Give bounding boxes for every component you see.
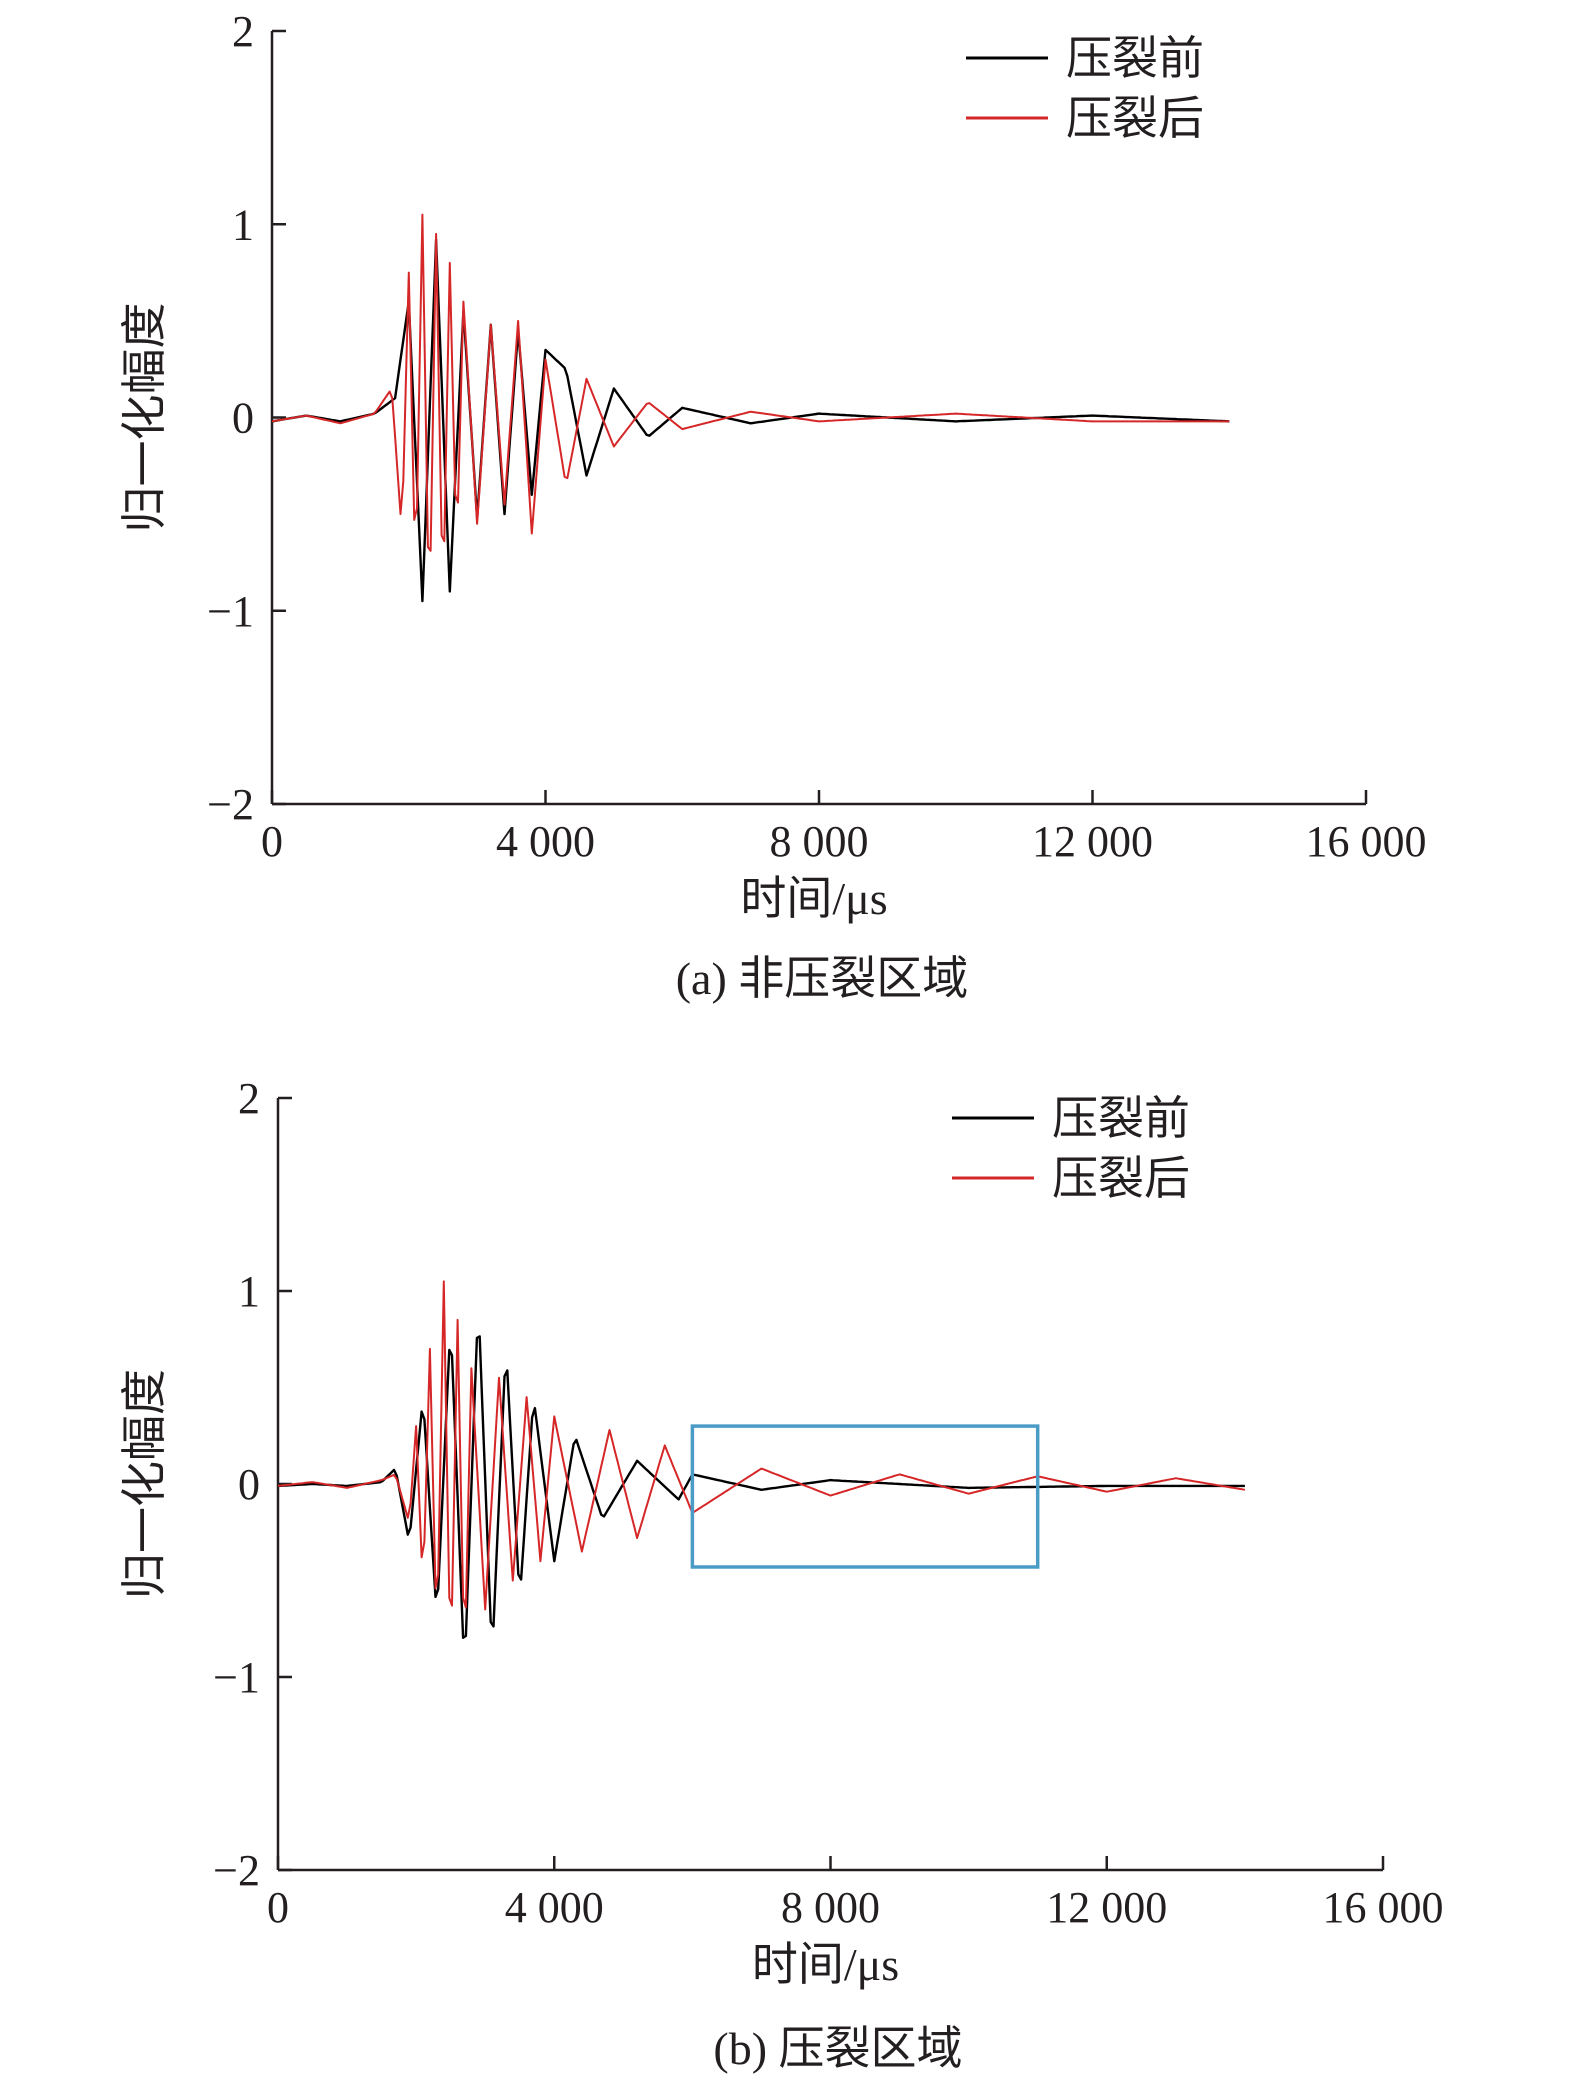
chart-b-x-tick-label: 4 000 bbox=[505, 1883, 604, 1932]
chart-a-y-tick-label: 0 bbox=[232, 394, 254, 443]
chart-b-y-tick-label: −2 bbox=[213, 1846, 260, 1895]
chart-b-x-tick-label: 8 000 bbox=[781, 1883, 880, 1932]
chart-b-y-tick-label: 0 bbox=[238, 1460, 260, 1509]
chart-b-series-line-0 bbox=[277, 1335, 1245, 1639]
chart-a-legend-label-1: 压裂后 bbox=[1066, 93, 1204, 144]
chart-b-highlight-box bbox=[690, 1424, 1040, 1569]
chart-a-y-axis-title: 归一化幅度 bbox=[119, 303, 170, 533]
chart-a: −2 −1 0 1 2 0 4 000 8 000 12 000 16 000 时间/μs 归一化幅度… bbox=[119, 7, 1427, 1004]
chart-b-legend-label-0: 压裂前 bbox=[1052, 1093, 1190, 1144]
chart-a-series-line-0 bbox=[271, 238, 1230, 603]
chart-a-legend-label-0: 压裂前 bbox=[1066, 33, 1204, 84]
chart-a-x-tick-label: 16 000 bbox=[1306, 817, 1427, 866]
chart-a-y-tick-label: −1 bbox=[207, 587, 254, 636]
chart-b-series-line-1 bbox=[277, 1280, 1246, 1611]
chart-b-y-tick-label: 2 bbox=[238, 1074, 260, 1123]
chart-b-legend-label-1: 压裂后 bbox=[1052, 1153, 1190, 1204]
chart-b-y-tick-label: −1 bbox=[213, 1653, 260, 1702]
chart-a-x-tick-label: 0 bbox=[261, 817, 283, 866]
chart-a-series-line-1 bbox=[271, 213, 1230, 552]
chart-b-x-tick-label: 16 000 bbox=[1323, 1883, 1444, 1932]
chart-b-y-tick-label: 1 bbox=[238, 1267, 260, 1316]
chart-b-x-tick-label: 0 bbox=[267, 1883, 289, 1932]
chart-a-x-tick-label: 12 000 bbox=[1032, 817, 1153, 866]
chart-a-x-tick-label: 4 000 bbox=[496, 817, 595, 866]
chart-b: −2 −1 0 1 2 0 4 000 8 000 12 000 16 000 时间/μs 归一化幅度… bbox=[119, 1074, 1444, 2074]
chart-a-x-tick-label: 8 000 bbox=[770, 817, 869, 866]
chart-a-y-tick-label: −2 bbox=[207, 780, 254, 829]
chart-b-x-tick-label: 12 000 bbox=[1046, 1883, 1167, 1932]
chart-a-x-axis-title: 时间/μs bbox=[740, 873, 887, 924]
chart-a-y-tick-label: 2 bbox=[232, 7, 254, 56]
chart-b-y-axis-title: 归一化幅度 bbox=[119, 1369, 170, 1599]
chart-b-caption: (b) 压裂区域 bbox=[713, 2023, 962, 2074]
chart-a-caption: (a) 非压裂区域 bbox=[676, 953, 969, 1004]
chart-a-y-tick-label: 1 bbox=[232, 200, 254, 249]
chart-b-x-axis-title: 时间/μs bbox=[752, 1939, 899, 1990]
